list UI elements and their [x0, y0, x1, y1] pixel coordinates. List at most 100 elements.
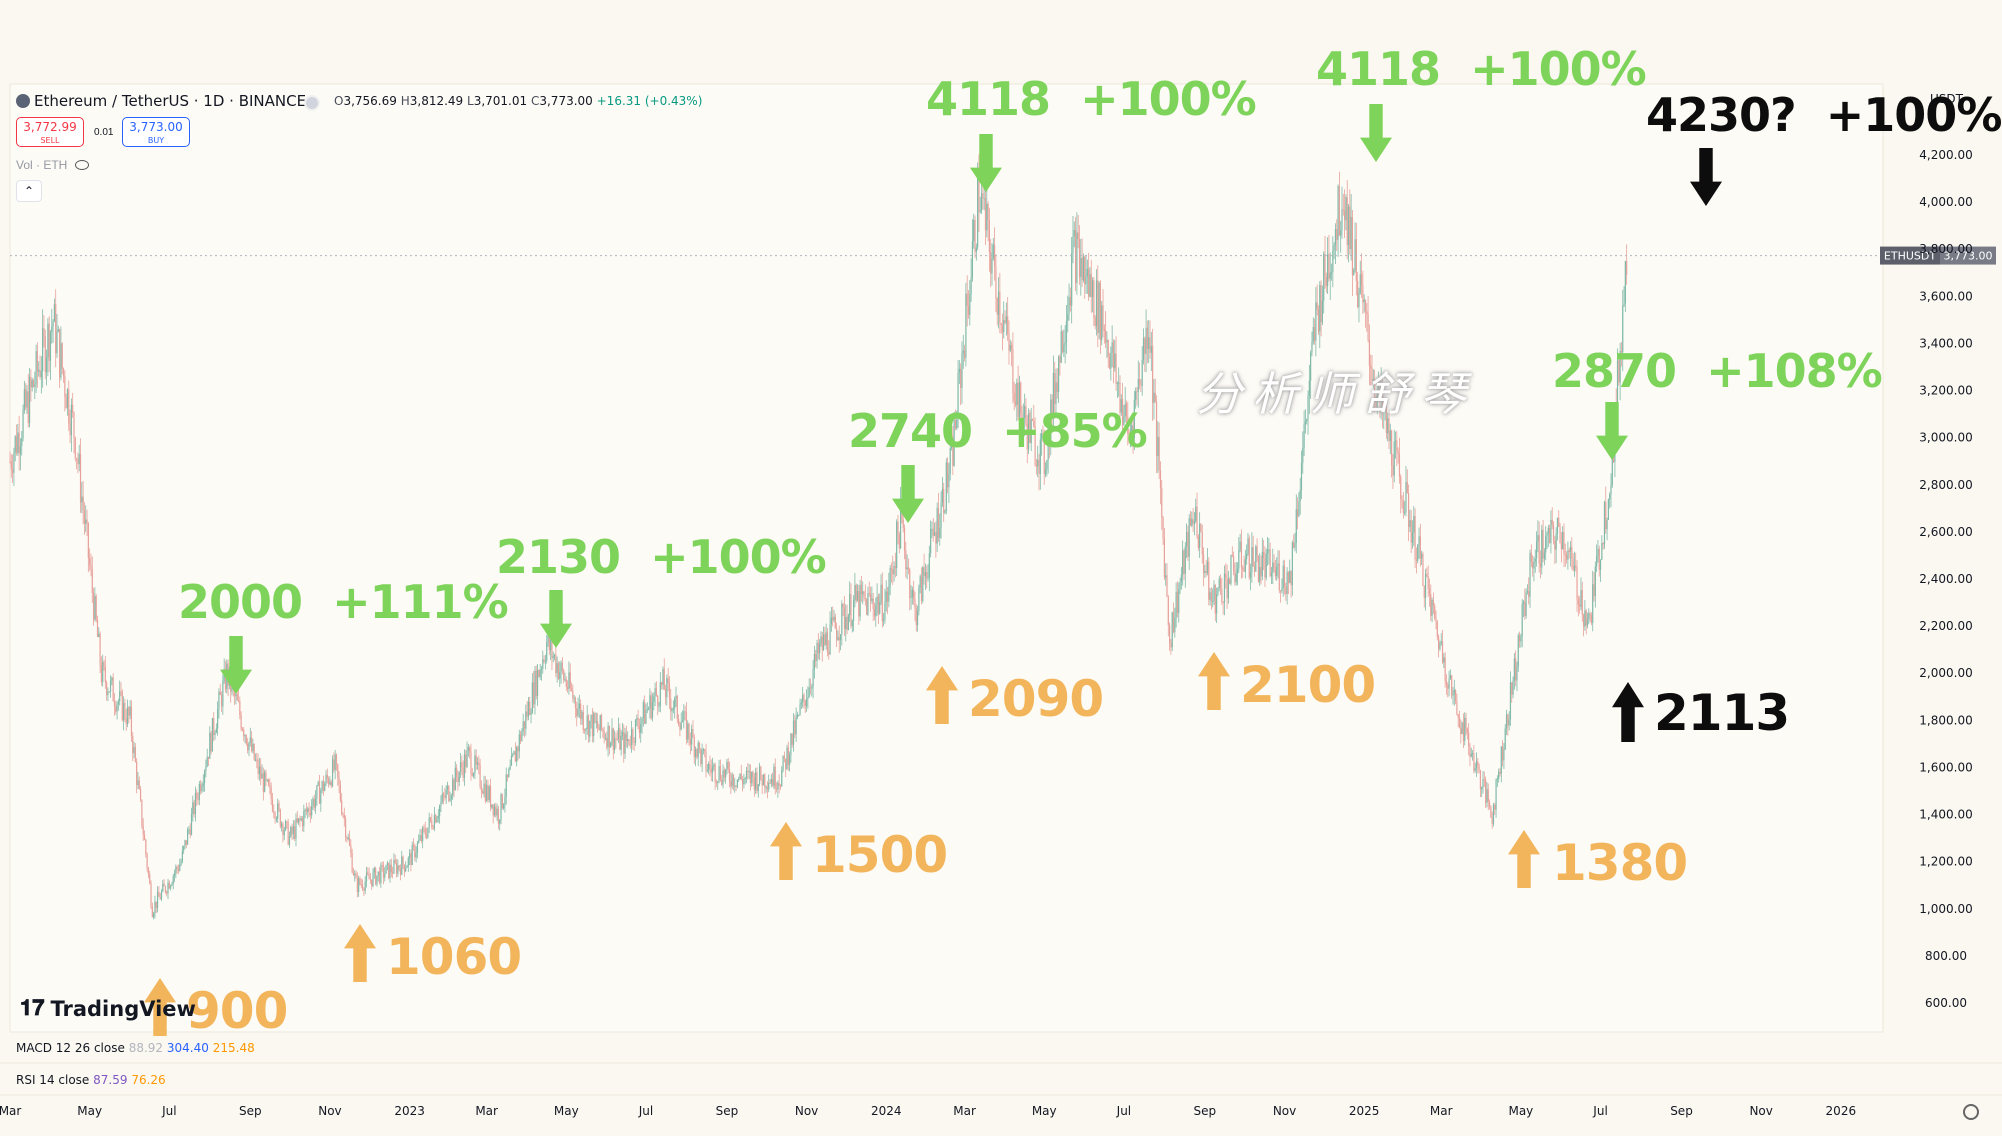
candle-body: [121, 691, 123, 721]
candle-body: [1549, 527, 1551, 544]
candle-body: [87, 523, 89, 558]
candle-body: [979, 210, 981, 212]
candle-body: [236, 694, 238, 701]
candle-body: [752, 771, 754, 778]
rsi-legend[interactable]: RSI 14 close 87.59 76.26: [16, 1073, 166, 1087]
candle-body: [38, 369, 40, 372]
candle-body: [1022, 418, 1024, 431]
arrow-down-icon: [220, 636, 252, 694]
collapse-legend-button[interactable]: ⌃: [16, 180, 42, 202]
candle-body: [1251, 547, 1253, 573]
candle-body: [728, 769, 731, 782]
volume-legend[interactable]: Vol · ETH: [16, 158, 90, 172]
candle-body: [450, 795, 452, 800]
candle-body: [1598, 548, 1600, 570]
candle-body: [214, 732, 216, 736]
candle-body: [200, 784, 202, 792]
eye-hidden-icon[interactable]: [75, 160, 90, 170]
candle-body: [429, 817, 432, 821]
candle-body: [408, 853, 411, 859]
candle-body: [792, 720, 795, 745]
sell-button[interactable]: 3,772.99 SELL: [16, 117, 84, 147]
candle-body: [418, 839, 420, 843]
currency-selector[interactable]: USDT ⌄: [1930, 92, 1977, 106]
candle-body: [945, 462, 947, 511]
candle-body: [1370, 365, 1372, 369]
candle-body: [213, 718, 215, 736]
candle-body: [14, 436, 16, 453]
candle-body: [483, 783, 485, 794]
candle-body: [684, 711, 686, 713]
candle-body: [60, 343, 62, 378]
candle-body: [1404, 512, 1406, 514]
candle-body: [40, 371, 42, 378]
candle-body: [1196, 506, 1198, 537]
candle-body: [55, 304, 57, 354]
arrow-down-icon: [892, 465, 924, 523]
candle-body: [1155, 401, 1158, 457]
candle-body: [1582, 614, 1585, 627]
candle-body: [1504, 728, 1506, 750]
candle-body: [215, 728, 217, 733]
candle-body: [1568, 550, 1570, 552]
candle-body: [1074, 229, 1077, 284]
candle-body: [535, 670, 537, 696]
candle-body: [1253, 566, 1256, 572]
candle-body: [139, 789, 142, 800]
candle-body: [1157, 436, 1159, 457]
candle-body: [796, 714, 799, 718]
x-tick-label: Sep: [239, 1104, 262, 1118]
candle-body: [1611, 452, 1613, 486]
candle-body: [1195, 506, 1197, 522]
candle-body: [309, 812, 311, 816]
candle-body: [248, 742, 250, 751]
buy-button[interactable]: 3,773.00 BUY: [122, 117, 190, 147]
candle-body: [274, 812, 276, 819]
candle-body: [1346, 197, 1348, 246]
candle-body: [368, 874, 370, 880]
candle-body: [1094, 317, 1096, 327]
candle-body: [1626, 261, 1628, 275]
candle-body: [1035, 464, 1038, 467]
candle-body: [1465, 717, 1467, 729]
candle-body: [862, 591, 864, 595]
candle-body: [393, 860, 395, 874]
candle-body: [1398, 454, 1401, 477]
candle-body: [547, 634, 549, 643]
tradingview-logo-text: TradingView: [50, 996, 196, 1021]
candle-body: [1526, 591, 1529, 593]
symbol-title[interactable]: Ethereum / TetherUS · 1D · BINANCE: [16, 92, 306, 110]
candle-body: [1619, 350, 1621, 383]
macd-legend[interactable]: MACD 12 26 close 88.92 304.40 215.48: [16, 1041, 255, 1055]
candle-body: [743, 779, 745, 785]
candle-body: [1229, 579, 1231, 584]
candle-body: [886, 591, 889, 602]
candle-body: [881, 584, 883, 622]
candle-body: [1120, 399, 1122, 413]
candle-body: [1564, 554, 1566, 556]
candle-body: [769, 783, 771, 785]
candle-body: [1098, 282, 1100, 333]
candle-body: [928, 553, 930, 578]
candle-body: [181, 850, 183, 862]
candle-body: [133, 746, 135, 754]
candle-body: [970, 277, 972, 294]
candle-body: [134, 746, 136, 762]
candle-body: [1017, 382, 1019, 418]
tradingview-logo[interactable]: 𝟏𝟕 TradingView: [20, 996, 196, 1021]
candle-body: [1584, 610, 1586, 627]
candle-body: [382, 865, 385, 878]
candle-body: [581, 711, 583, 720]
candle-body: [1216, 594, 1218, 614]
gear-icon[interactable]: [1963, 1104, 1979, 1120]
candle-body: [399, 868, 402, 875]
candle-body: [1010, 344, 1013, 349]
candle-body: [591, 714, 594, 737]
candle-body: [1585, 610, 1587, 626]
candle-body: [736, 779, 738, 787]
candle-body: [303, 811, 305, 827]
candle-body: [1029, 412, 1031, 444]
candle-body: [1119, 382, 1121, 413]
candle-body: [120, 691, 122, 693]
